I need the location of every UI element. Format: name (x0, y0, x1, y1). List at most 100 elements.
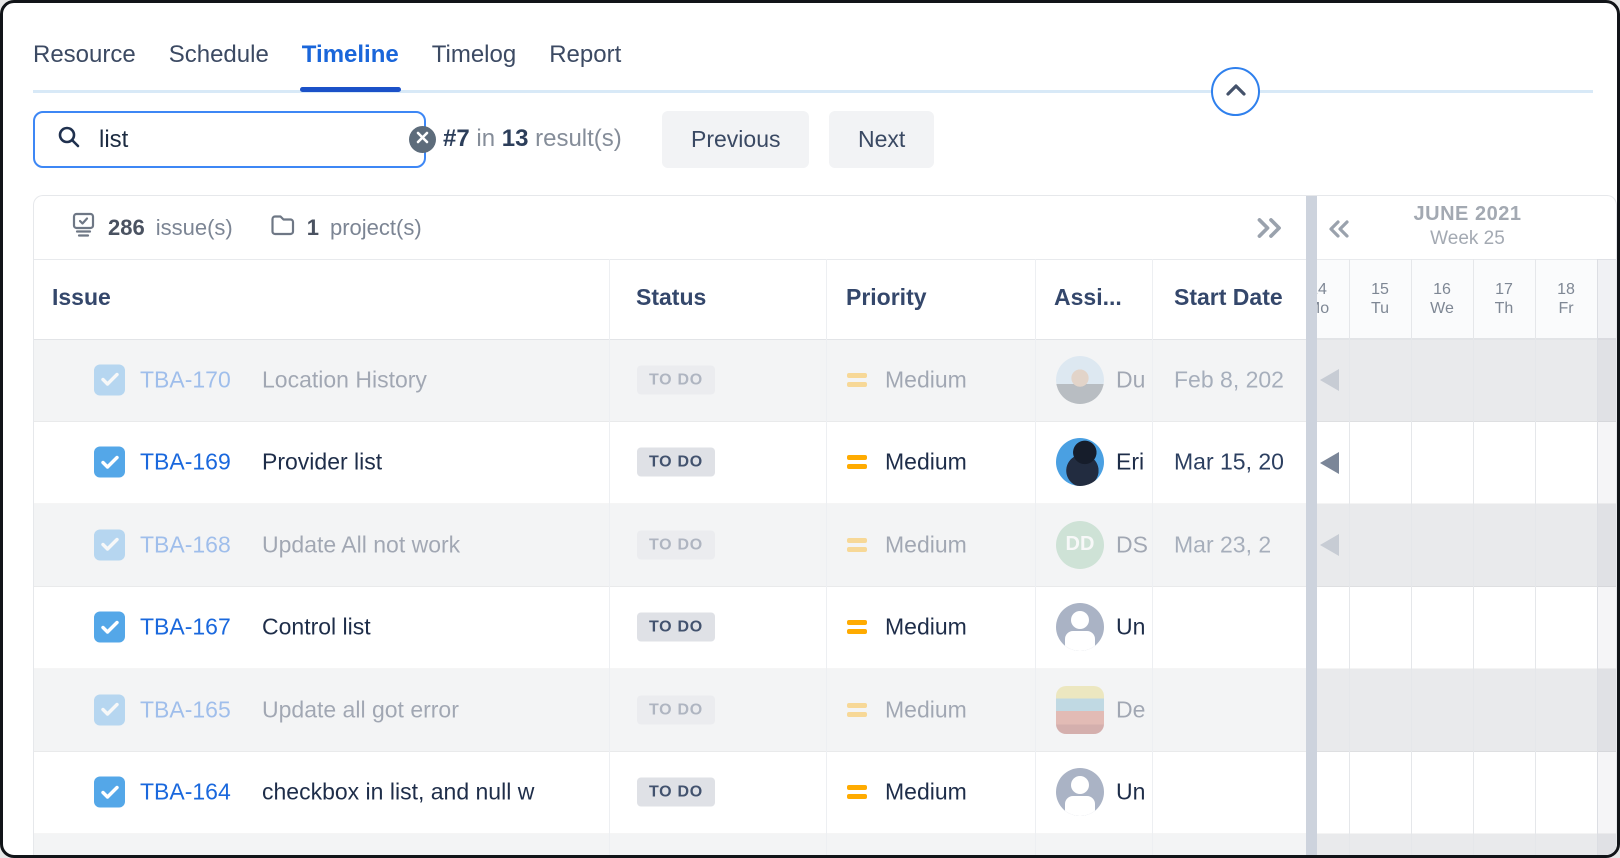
offscreen-task-marker[interactable] (1320, 452, 1339, 474)
clear-search-button[interactable] (409, 126, 436, 153)
result-infix: in (476, 125, 496, 152)
unassigned-avatar-icon (1056, 603, 1104, 652)
priority-medium-icon (847, 785, 867, 800)
tab-timelog[interactable]: Timelog (431, 41, 517, 68)
gantt-row (1317, 834, 1616, 855)
tab-resource[interactable]: Resource (33, 41, 136, 68)
expand-columns-icon[interactable] (1256, 213, 1286, 243)
timeline-month-header: JUNE 2021 Week 25 (1317, 196, 1616, 259)
issue-summary: Update all got error (262, 696, 459, 723)
priority-medium-icon (847, 702, 867, 717)
gantt-row (1317, 751, 1616, 834)
issue-key-link[interactable]: TBA-170 (140, 366, 231, 393)
priority-medium-icon (847, 620, 867, 635)
issue-summary: checkbox in list, and null w (262, 778, 535, 805)
result-suffix: result(s) (535, 125, 622, 152)
assignee-name: Du (1116, 366, 1146, 393)
divider (34, 339, 1616, 340)
issue-key-link[interactable]: TBA-169 (140, 448, 231, 475)
weekend-shade (1597, 259, 1616, 855)
tab-timeline[interactable]: Timeline (299, 41, 401, 92)
unassigned-avatar-icon (1056, 768, 1104, 817)
status-badge: TO DO (637, 612, 715, 642)
row-checkbox[interactable] (94, 364, 125, 396)
issues-icon (70, 211, 97, 244)
table-row[interactable]: TBA-168 Update All not work TO DO Medium… (34, 504, 1306, 587)
day-cell: 17 Th (1494, 280, 1514, 317)
priority-label: Medium (885, 531, 967, 558)
status-badge: TO DO (637, 447, 715, 477)
result-total: 13 (501, 125, 529, 152)
next-button[interactable]: Next (829, 111, 935, 168)
issue-key-link[interactable]: TBA-167 (140, 613, 231, 640)
search-box (33, 111, 436, 168)
table-row[interactable]: TBA-167 Control list TO DO Medium Un (34, 586, 1306, 669)
row-checkbox[interactable] (94, 694, 125, 726)
issue-summary: Control list (262, 613, 371, 640)
day-gridline (1349, 259, 1350, 855)
priority-label: Medium (885, 448, 967, 475)
start-date: Mar 15, 20 (1174, 448, 1284, 475)
projects-count: 1 (306, 214, 319, 240)
priority-label: Medium (885, 366, 967, 393)
week-label: Week 25 (1430, 228, 1505, 249)
column-divider (826, 259, 827, 855)
issue-key-link[interactable]: TBA-164 (140, 778, 231, 805)
assignee-name: Eri (1116, 448, 1145, 475)
day-gridline (1597, 259, 1598, 855)
priority-medium-icon (847, 372, 867, 387)
table-row-partial[interactable] (34, 834, 1306, 855)
table-row[interactable]: TBA-165 Update all got error TO DO Mediu… (34, 669, 1306, 752)
start-date: Mar 23, 2 (1174, 531, 1272, 558)
avatar (1056, 438, 1104, 487)
row-checkbox[interactable] (94, 611, 125, 643)
column-header-priority: Priority (846, 284, 927, 310)
table-row[interactable]: TBA-164 checkbox in list, and null w TO … (34, 751, 1306, 834)
day-gridline (1411, 259, 1412, 855)
collapse-toolbar-button[interactable] (1211, 67, 1260, 116)
table-row[interactable]: TBA-170 Location History TO DO Medium Du… (34, 339, 1306, 422)
previous-button[interactable]: Previous (662, 111, 810, 168)
offscreen-task-marker[interactable] (1320, 534, 1339, 556)
tab-report[interactable]: Report (549, 41, 622, 68)
offscreen-task-marker[interactable] (1320, 369, 1339, 391)
assignee-name: Un (1116, 778, 1146, 805)
projects-label: project(s) (329, 214, 422, 240)
column-header-assignee: Assi... (1054, 284, 1122, 310)
close-icon (416, 131, 429, 149)
scroll-left-icon[interactable] (1326, 216, 1352, 242)
issue-key-link[interactable]: TBA-165 (140, 696, 231, 723)
issues-count: 286 (108, 214, 145, 240)
issue-key-link[interactable]: TBA-168 (140, 531, 231, 558)
table-row[interactable]: TBA-169 Provider list TO DO Medium Eri M… (34, 421, 1306, 504)
day-gridline (1473, 259, 1474, 855)
panel-splitter[interactable] (1306, 196, 1317, 855)
column-header-issue: Issue (52, 284, 111, 310)
day-cell: 18 Fr (1557, 280, 1575, 317)
issues-label: issue(s) (155, 214, 233, 240)
folder-icon (269, 211, 296, 244)
priority-medium-icon (847, 537, 867, 552)
tab-bar: Resource Schedule Timeline Timelog Repor… (33, 41, 622, 92)
row-checkbox[interactable] (94, 776, 125, 808)
month-label: JUNE 2021 (1413, 203, 1522, 225)
status-badge: TO DO (637, 530, 715, 560)
column-divider (1035, 259, 1036, 855)
assignee-name: DS (1116, 531, 1148, 558)
row-checkbox[interactable] (94, 446, 125, 478)
status-badge: TO DO (637, 777, 715, 807)
tab-schedule[interactable]: Schedule (168, 41, 269, 68)
priority-medium-icon (847, 455, 867, 470)
gantt-row (1317, 504, 1616, 587)
search-icon (57, 125, 81, 154)
issue-summary: Location History (262, 366, 427, 393)
search-result-counter: #7 in 13 result(s) (443, 125, 622, 153)
day-cell: 15 Tu (1370, 280, 1390, 317)
priority-label: Medium (885, 696, 967, 723)
start-date: Feb 8, 202 (1174, 366, 1284, 393)
assignee-name: De (1116, 696, 1146, 723)
row-checkbox[interactable] (94, 529, 125, 561)
search-input[interactable] (99, 125, 409, 154)
